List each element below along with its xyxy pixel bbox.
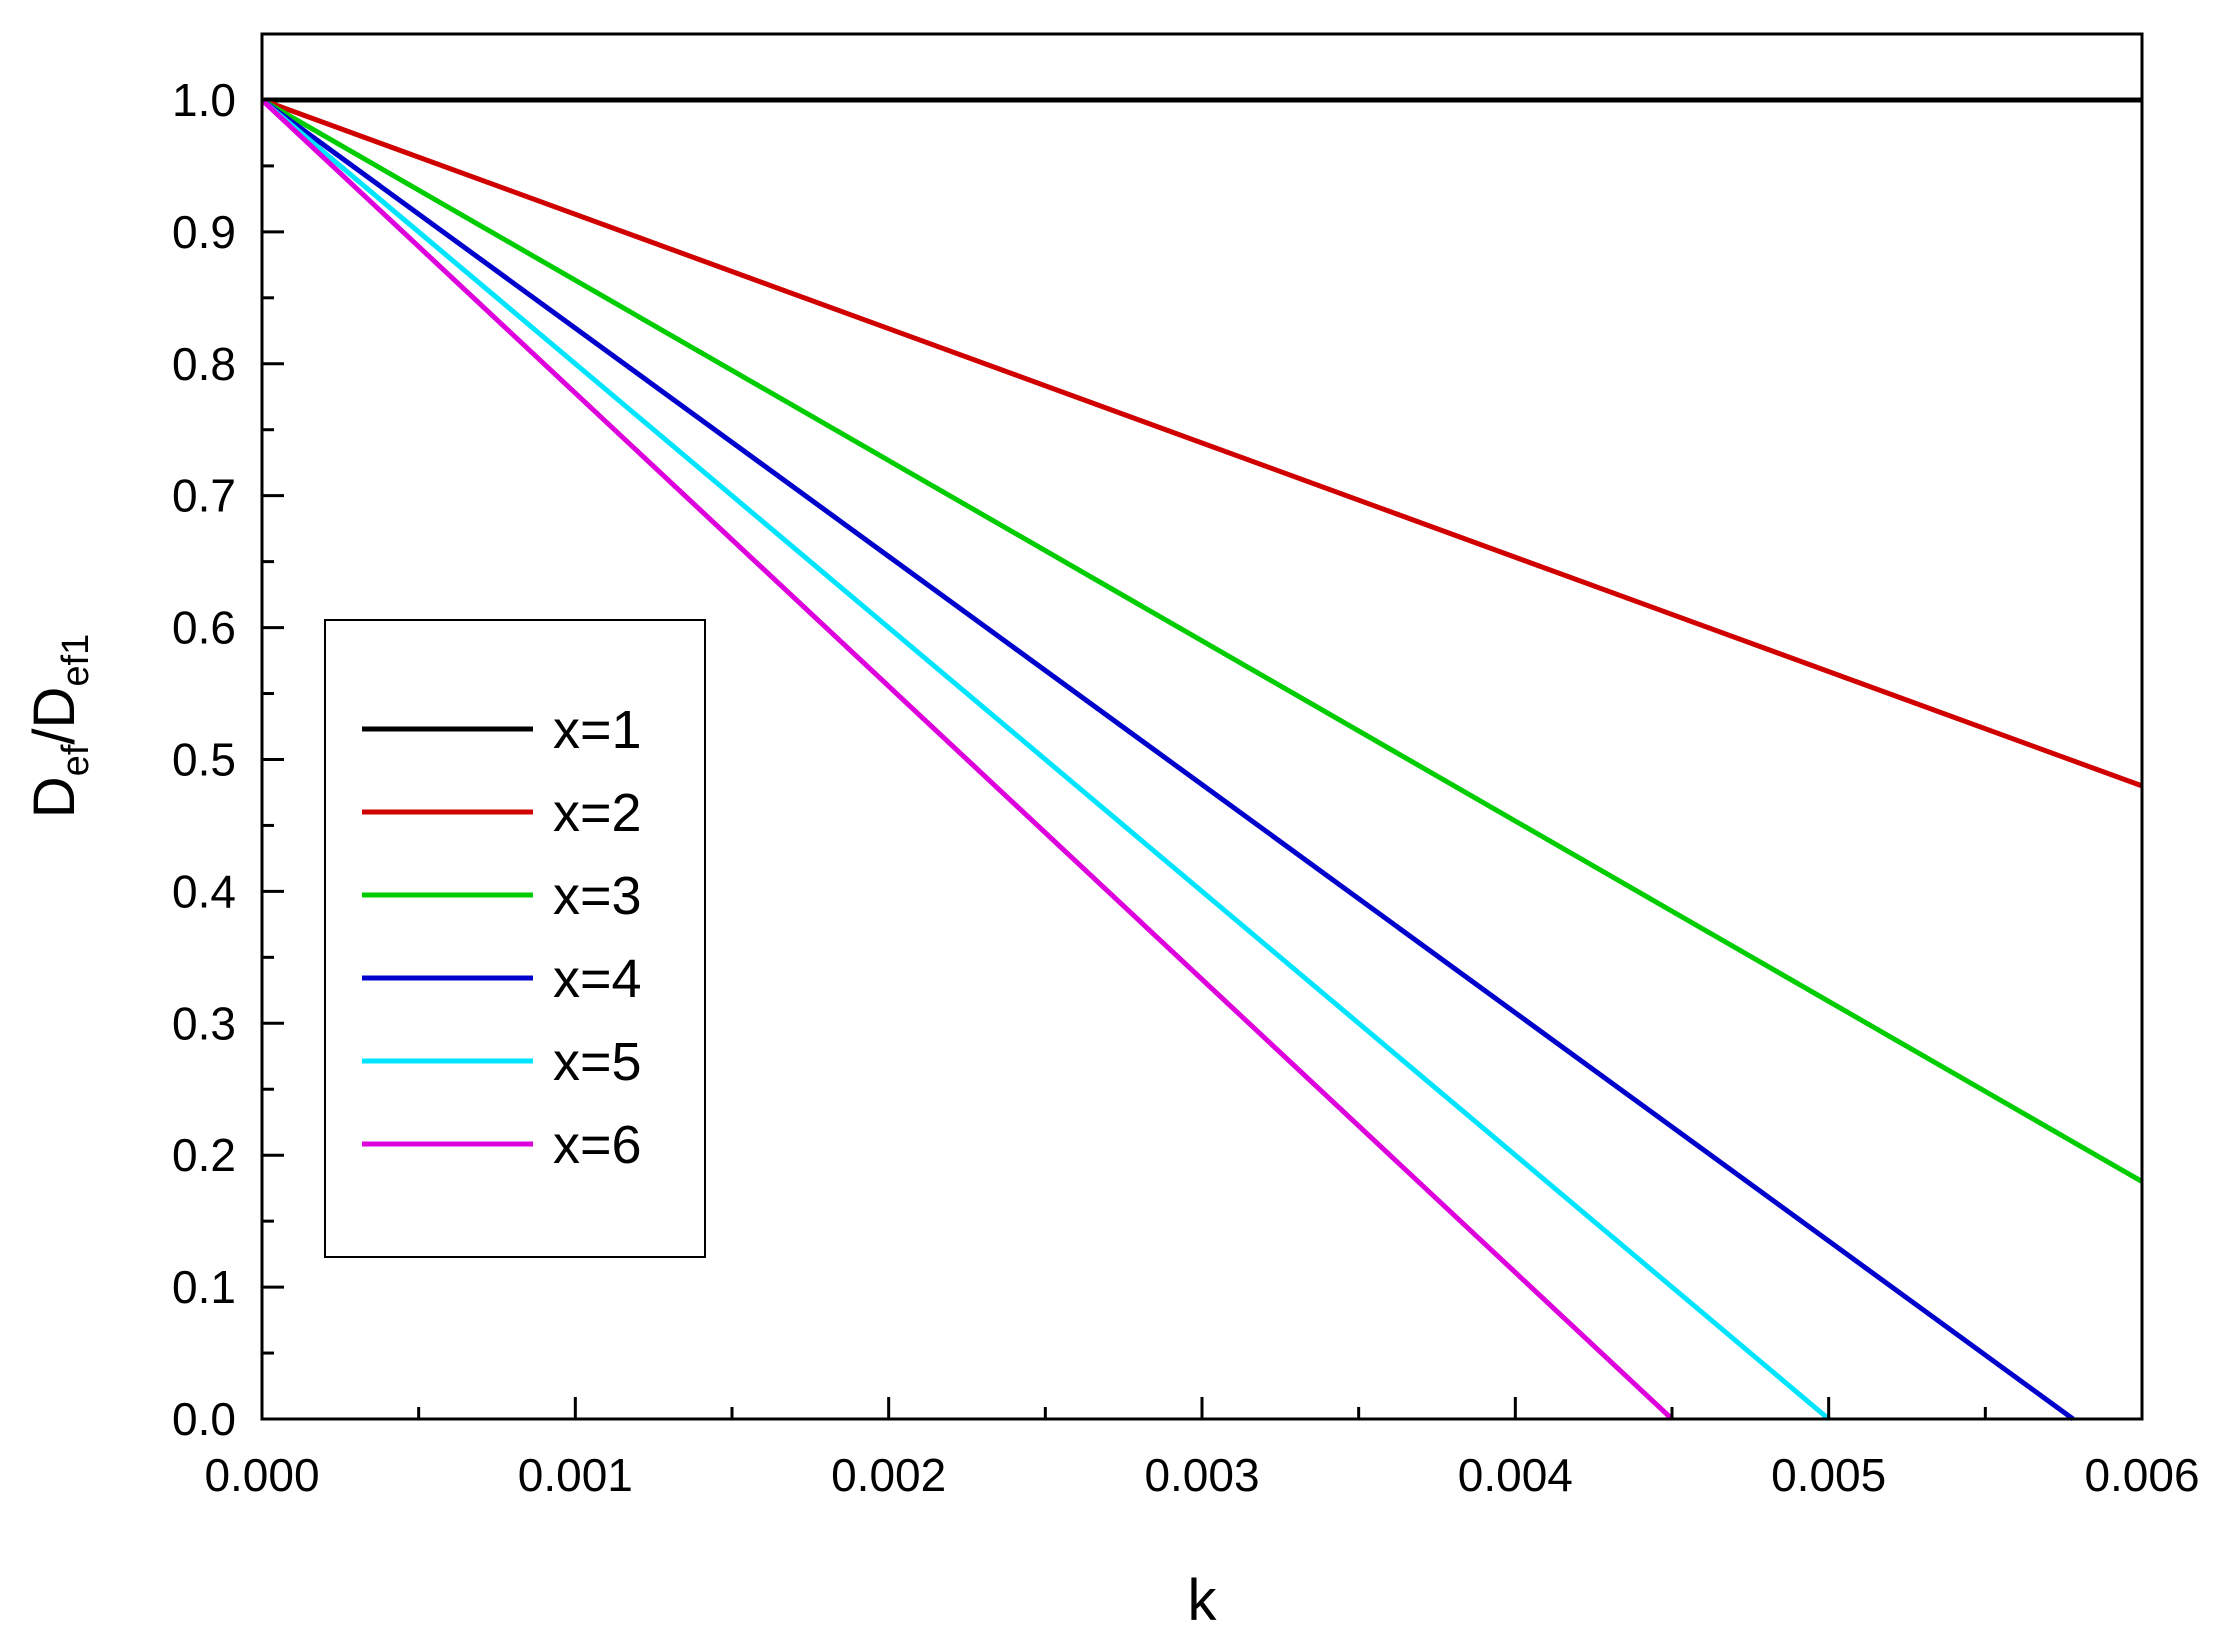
y-axis-title-sub-1: ef [55, 744, 97, 776]
series-layer [260, 97, 2144, 1422]
y-axis: 0.0 0.1 0.2 0.3 0.4 0.5 0.6 0.7 0.8 0.9 1.0 [172, 32, 284, 1445]
y-tick-label: 0.5 [172, 733, 236, 785]
y-tick-label: 0.4 [172, 865, 236, 917]
y-tick-label: 0.8 [172, 338, 236, 390]
y-tick-label: 0.1 [172, 1261, 236, 1313]
x-tick-label: 0.000 [204, 1449, 319, 1501]
y-tick-label: 0.9 [172, 206, 236, 258]
legend-label-1: x=1 [553, 700, 642, 760]
legend-label-6: x=6 [553, 1115, 642, 1175]
y-axis-title-sub-2: ef1 [55, 634, 97, 687]
y-tick-label: 0.6 [172, 602, 236, 654]
series-line-3 [260, 97, 2144, 1184]
x-tick-label: 0.006 [2084, 1449, 2199, 1501]
legend-items: x=1 x=2 x=3 x=4 x=5 x=6 [362, 700, 642, 1175]
legend-label-4: x=4 [553, 949, 642, 1009]
legend: x=1 x=2 x=3 x=4 x=5 x=6 [324, 619, 706, 1258]
y-axis-title-main-1: D [22, 776, 87, 818]
series-line-5 [260, 98, 1831, 1421]
x-tick-label: 0.002 [831, 1449, 946, 1501]
x-tick-label: 0.005 [1771, 1449, 1886, 1501]
y-axis-title: Def/Def1 [22, 634, 97, 818]
x-tick-label: 0.001 [518, 1449, 633, 1501]
legend-label-2: x=2 [553, 783, 642, 843]
legend-label-3: x=3 [553, 866, 642, 926]
y-tick-label: 0.3 [172, 997, 236, 1049]
y-tick-label: 0.2 [172, 1129, 236, 1181]
series-line-2 [261, 97, 2143, 789]
y-tick-label: 0.0 [172, 1393, 236, 1445]
y-axis-title-main-2: /D [22, 687, 87, 745]
x-tick-label: 0.004 [1458, 1449, 1573, 1501]
x-tick-label: 0.003 [1144, 1449, 1259, 1501]
legend-box [324, 619, 706, 1258]
x-axis: 0.000 0.001 0.002 0.003 0.004 0.005 0.006 [204, 1397, 2200, 1501]
y-tick-label: 1.0 [172, 74, 236, 126]
legend-label-5: x=5 [553, 1032, 642, 1092]
series-line-6 [260, 98, 1674, 1421]
series-line-4 [260, 97, 2075, 1422]
x-axis-title: k [1188, 1568, 1218, 1633]
y-tick-label: 0.7 [172, 470, 236, 522]
